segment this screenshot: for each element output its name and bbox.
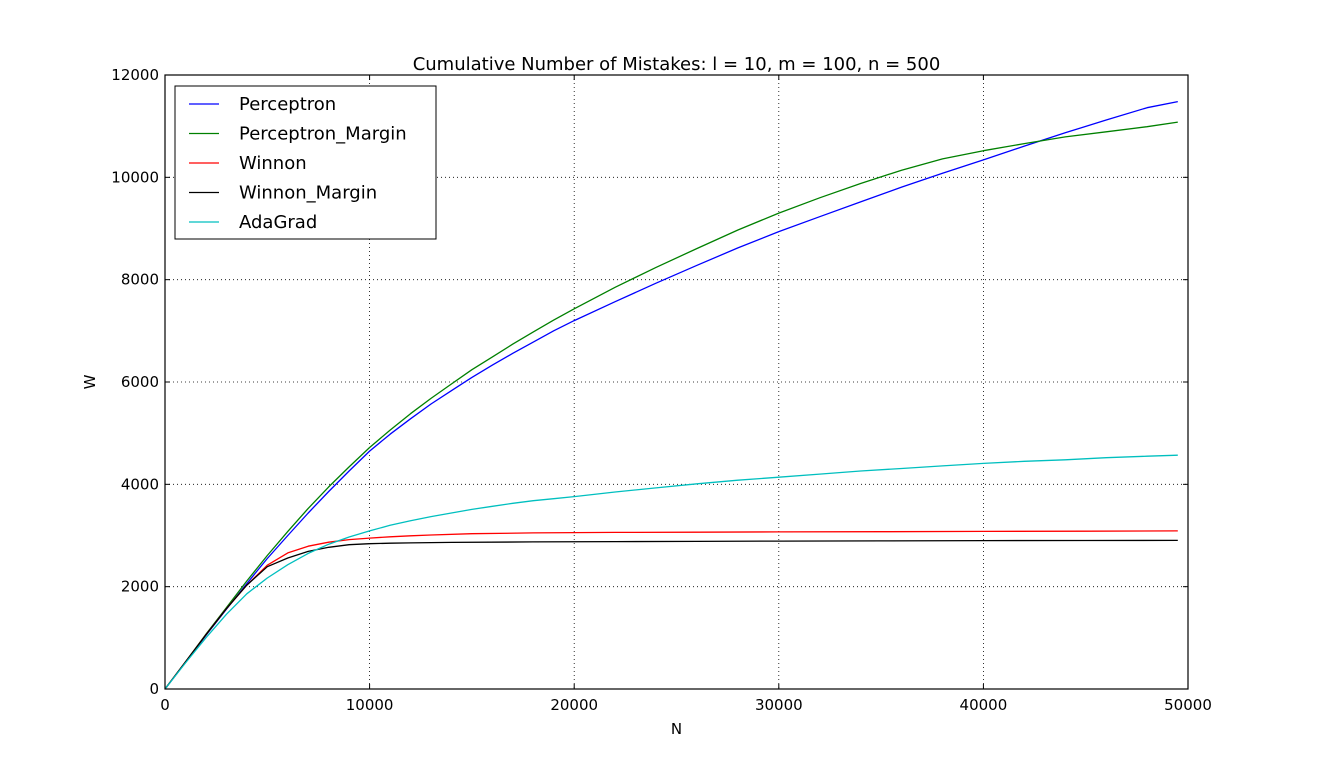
x-tick-label: 30000	[755, 696, 803, 714]
legend: Perceptron Perceptron_Margin Winnon Winnon_…	[174, 85, 437, 240]
legend-label: Perceptron	[239, 94, 336, 115]
y-tick-label: 4000	[121, 475, 159, 493]
y-tick-label: 10000	[111, 168, 159, 186]
y-tick-label: 6000	[121, 373, 159, 391]
legend-label: Winnon_Margin	[239, 183, 377, 204]
axis-ticks: 0 10000 20000 30000 40000 50000 0 2000 4000 6000 8…	[111, 66, 1212, 714]
series-line-perceptron	[164, 100, 1178, 690]
x-tick-label: 20000	[550, 696, 598, 714]
x-tick-label: 0	[160, 696, 170, 714]
series-layer	[164, 100, 1178, 690]
x-tick-label: 50000	[1164, 696, 1212, 714]
series-line-perceptron-margin	[164, 121, 1178, 690]
y-tick-label: 2000	[121, 578, 159, 596]
legend-label: Winnon	[239, 153, 307, 174]
x-tick-label: 10000	[346, 696, 394, 714]
y-tick-label: 8000	[121, 271, 159, 289]
x-tick-label: 40000	[960, 696, 1008, 714]
series-line-adagrad	[164, 454, 1178, 690]
legend-label: Perceptron_Margin	[239, 124, 407, 145]
chart-title: Cumulative Number of Mistakes: l = 10, m…	[413, 54, 941, 75]
x-axis-label: N	[671, 720, 682, 738]
grid-lines	[165, 75, 1188, 689]
y-tick-label: 0	[149, 680, 159, 698]
series-line-winnon	[164, 530, 1178, 690]
legend-label: AdaGrad	[239, 212, 317, 233]
y-tick-label: 12000	[111, 66, 159, 84]
series-line-winnon-margin	[164, 539, 1178, 690]
y-axis-label: W	[81, 374, 99, 389]
